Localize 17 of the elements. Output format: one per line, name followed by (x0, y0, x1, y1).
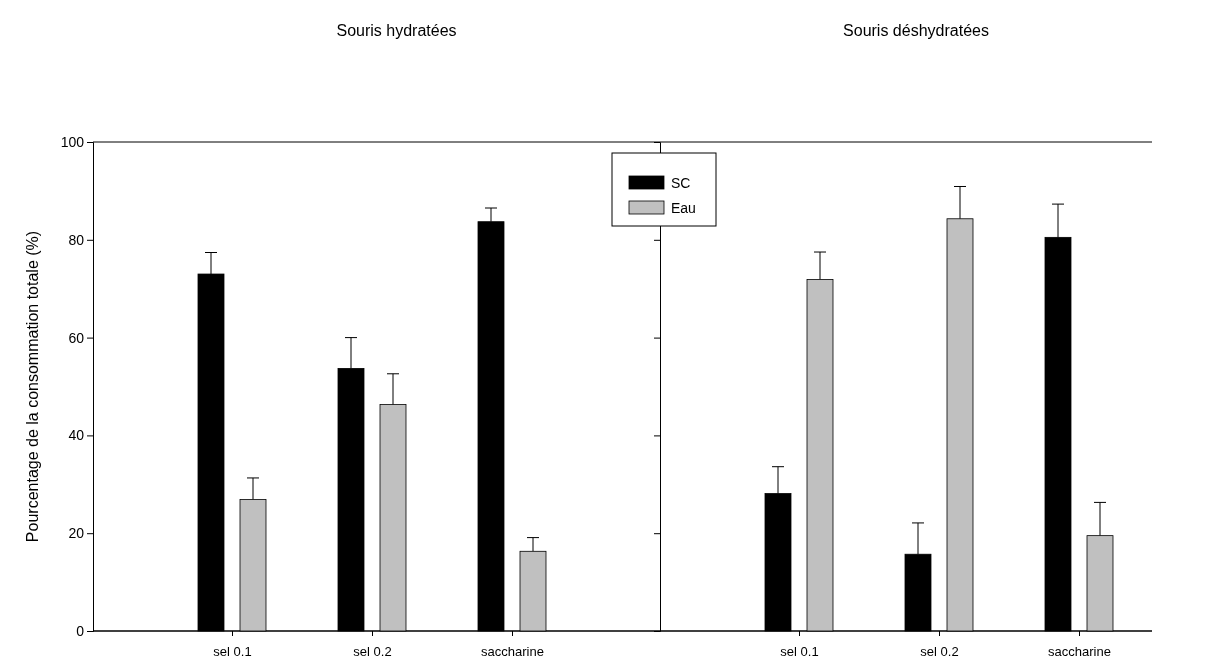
chart-title: Souris hydratées (336, 22, 457, 39)
y-tick-label: 80 (68, 231, 85, 248)
y-axis-title: Pourcentage de la consommation totale (%) (24, 230, 41, 543)
x-tick-label: sel 0.1 (213, 643, 252, 659)
x-tick-label: sel 0.2 (920, 643, 959, 659)
y-tick-label: 20 (68, 525, 85, 542)
legend-label: Eau (671, 200, 696, 216)
y-tick-label: 60 (68, 329, 85, 346)
y-tick-label: 100 (60, 133, 85, 150)
chart-title: Souris déshydratées (843, 22, 989, 39)
x-tick-label: saccharine (481, 643, 544, 659)
y-tick-label: 40 (68, 427, 85, 444)
x-tick-label: sel 0.1 (780, 643, 819, 659)
x-tick-label: sel 0.2 (353, 643, 392, 659)
y-tick-label: 0 (76, 622, 85, 639)
x-tick-label: saccharine (1048, 643, 1111, 659)
legend-label: SC (671, 175, 691, 191)
